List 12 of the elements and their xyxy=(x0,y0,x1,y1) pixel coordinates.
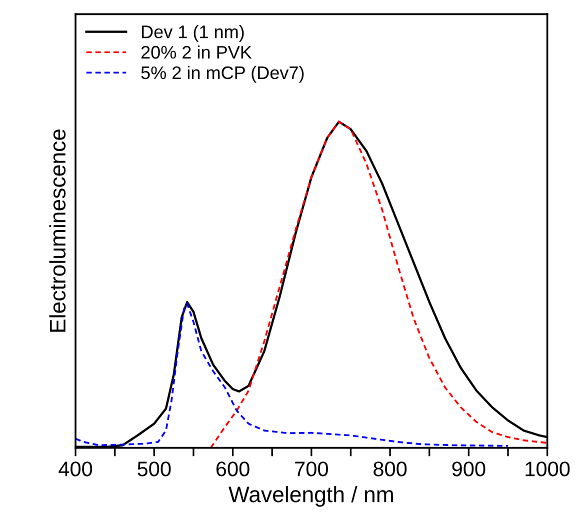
x-tick-label: 600 xyxy=(216,462,250,476)
y-axis-title: Electroluminescence xyxy=(49,129,66,332)
legend-label: Dev 1 (1 nm) xyxy=(142,25,244,42)
x-tick-label: 900 xyxy=(452,462,486,476)
legend-label: 5% 2 in mCP (Dev7) xyxy=(141,66,304,83)
x-tick-label: 400 xyxy=(58,462,92,476)
x-tick-label: 700 xyxy=(295,462,328,476)
x-tick-label: 500 xyxy=(138,462,171,476)
legend-label: 20% 2 in PVK xyxy=(141,45,252,59)
x-axis-title: Wavelength / nm xyxy=(228,486,393,507)
x-tick-label: 1000 xyxy=(526,462,570,476)
x-tick-label: 800 xyxy=(374,462,407,476)
